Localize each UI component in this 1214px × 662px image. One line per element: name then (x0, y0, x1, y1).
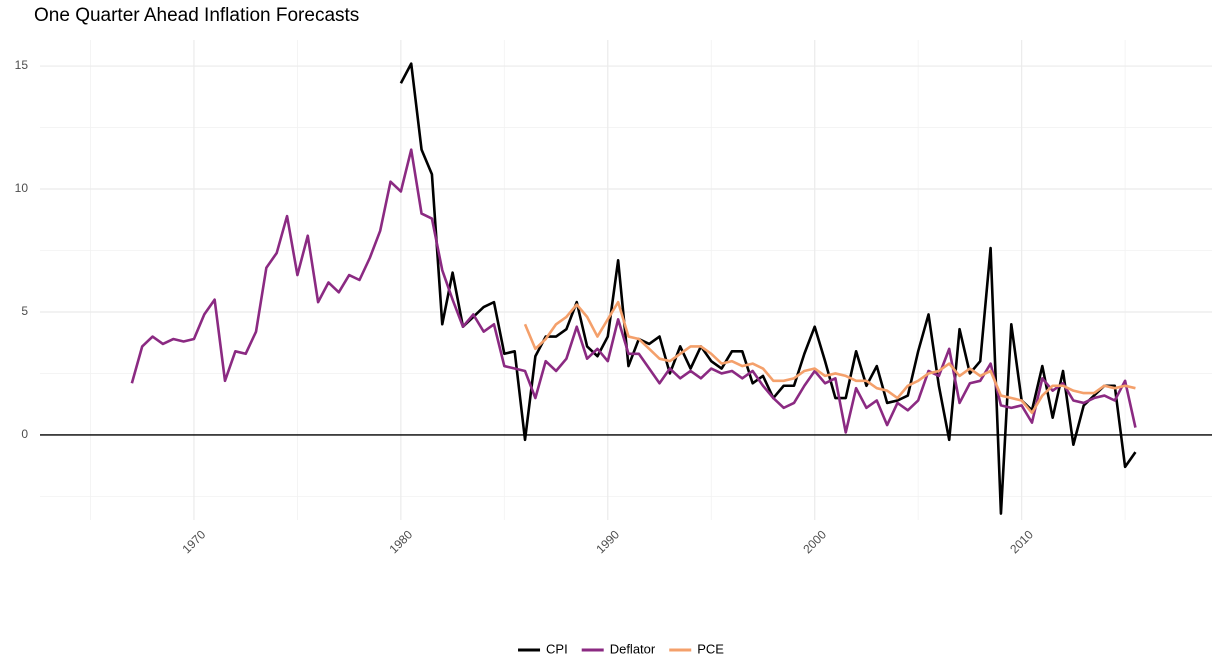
series-line (523, 300, 1136, 415)
x-tick-label: 2000 (800, 527, 829, 556)
legend-label: Deflator (610, 641, 656, 656)
x-tick-label: 1980 (386, 527, 415, 556)
x-tick-label: 2010 (1007, 527, 1036, 556)
legend-label: CPI (546, 641, 568, 656)
y-tick-label: 15 (15, 58, 29, 72)
x-tick-label: 1970 (180, 527, 209, 556)
series-line (130, 148, 1137, 434)
y-tick-label: 5 (21, 304, 28, 318)
x-tick-label: 1990 (593, 527, 622, 556)
series-line (399, 62, 1137, 515)
legend-label: PCE (697, 641, 724, 656)
lines (130, 62, 1137, 515)
chart-title: One Quarter Ahead Inflation Forecasts (34, 5, 359, 26)
legend: CPI Deflator PCE (518, 641, 724, 656)
y-tick-label: 10 (15, 181, 29, 195)
y-tick-label: 0 (21, 427, 28, 441)
